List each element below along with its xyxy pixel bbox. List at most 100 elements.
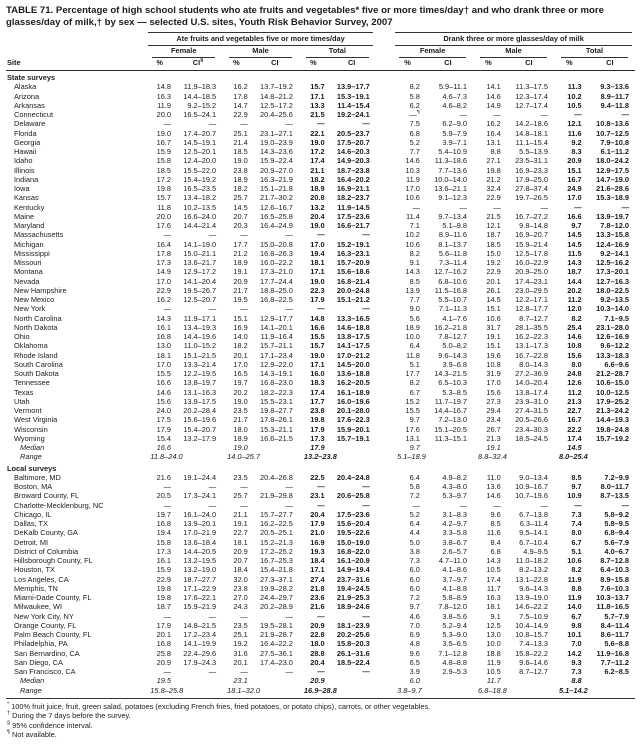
value-cell: 21.5 [486, 211, 501, 221]
value-cell: 13.6 [486, 482, 501, 491]
value-cell: 17.4–20.7 [183, 128, 217, 138]
value-cell: 12.0 [567, 304, 582, 314]
value-cell: 13.3–16.5 [336, 313, 370, 323]
value-cell: 15.6 [567, 350, 582, 360]
column-gap [376, 332, 392, 341]
value-cell: 17.4 [486, 574, 501, 584]
site-cell: Texas [14, 387, 34, 397]
value-cell: 15.7 [310, 341, 325, 351]
value-cell: 17.0 [405, 184, 420, 193]
value-cell: 10.3–13.7 [596, 593, 629, 602]
value-cell: 11.9–14.5 [337, 202, 370, 212]
value-cell: 8.5 [571, 472, 582, 482]
value-cell: 14.8 [310, 313, 325, 323]
value-cell: 15.3–19.1 [336, 91, 370, 101]
value-cell: 16.8 [156, 639, 171, 649]
table-row: Oklahoma 13.0 11.0–15.2 18.2 15.7–21.1 15.7 14… [6, 341, 635, 350]
value-cell: 8.7–13.5 [600, 491, 629, 501]
value-cell: 18.1 [486, 602, 501, 612]
table-row: Wisconsin 17.9 15.4–20.7 18.0 15.3–21.1 17.9 1… [6, 425, 635, 434]
median-row: Median 19.5 23.1 20.9 6.0 11.7 8.8 [6, 676, 635, 685]
table-row: Arkansas 11.9 9.2–15.2 14.7 12.5–17.2 13.3 11.… [6, 101, 635, 110]
value-cell: 8.0 [571, 528, 582, 538]
value-cell: 15.4–21.8 [260, 565, 293, 575]
value-cell: 6.7 [409, 387, 420, 397]
value-cell: 23.8 [310, 406, 325, 415]
value-cell: 16.0–22.9 [515, 258, 548, 267]
value-cell: 15.2–19.1 [336, 239, 370, 249]
site-cell: Rhode Island [14, 350, 58, 360]
value-cell: 16.5–25.8 [260, 211, 293, 221]
value-cell: 14.9 [156, 267, 171, 277]
value-cell: — [317, 667, 325, 676]
value-cell: 23.5 [233, 620, 248, 630]
value-cell: 15.1–21.2 [336, 295, 370, 304]
value-cell: 8.2–13.2 [519, 565, 548, 575]
value-cell: 7.1–12.8 [438, 648, 468, 658]
value-cell: 17.1 [310, 267, 325, 277]
site-cell: San Francisco, CA [14, 667, 76, 676]
site-cell: DeKalb County, GA [14, 528, 78, 538]
sex-header-female: Female [392, 46, 473, 58]
value-cell: 20.4–25.6 [260, 110, 293, 119]
value-cell: 14.2–18.6 [515, 119, 548, 129]
value-cell: 17.7 [310, 396, 325, 406]
value-cell: 14.5 [233, 202, 248, 212]
value-cell: 15.0–21.1 [183, 248, 217, 258]
value-cell: 8.7–12.7 [519, 313, 548, 323]
value-cell: 15.2 [405, 396, 420, 406]
value-cell: 25.7 [233, 491, 248, 501]
table-row: North Dakota 16.1 13.4–19.3 16.9 14.1–20.1 16… [6, 323, 635, 332]
range-value-cell: 6.8–18.8 [478, 685, 507, 695]
column-gap [376, 639, 392, 648]
site-cell: Los Angeles, CA [14, 574, 69, 584]
table-row: Georgia 16.7 14.5–19.1 21.4 19.0–23.9 19.0 17.… [6, 138, 635, 147]
site-column-header: Site [6, 32, 146, 71]
value-cell: 21.3 [567, 396, 582, 406]
value-cell: 9.3–13.6 [600, 82, 629, 92]
percent-column-header: % [553, 58, 585, 71]
value-cell: 17.4 [310, 387, 325, 397]
value-cell: 11.8–16.5 [596, 602, 629, 612]
value-cell: 15.0–19.0 [336, 537, 370, 547]
value-cell: 7.8–12.0 [600, 221, 629, 230]
value-cell: 16.9–21.1 [336, 184, 370, 193]
value-cell: 23.8 [233, 165, 248, 175]
value-cell: 19.2 [486, 258, 501, 267]
value-cell: 21.0 [310, 528, 325, 538]
value-cell: 17.9 [156, 620, 171, 630]
value-cell: 7.1–9.5 [604, 313, 629, 323]
value-cell: 5.2 [409, 509, 420, 519]
value-cell: 12.6 [567, 378, 582, 388]
value-cell: 16.4 [486, 128, 501, 138]
value-cell: 11.9–18.3 [183, 82, 217, 92]
value-cell: — [163, 500, 171, 510]
site-cell: Georgia [14, 137, 41, 147]
value-cell: 25.4 [567, 322, 582, 332]
range-value-cell: 16.9–28.8 [303, 685, 337, 695]
table-row: Miami-Dade County, FL 19.8 17.6–22.1 27.0 24… [6, 593, 635, 602]
value-cell: 15.1–21.8 [260, 184, 293, 193]
value-cell: 9.6 [409, 648, 420, 658]
value-cell: 19.8 [156, 184, 171, 193]
table-row: Hawaii 15.9 12.5–20.1 18.5 14.3–23.6 17.2 14.6… [6, 147, 635, 156]
value-cell: 20.0 [156, 110, 171, 119]
table-row: San Francisco, CA — — — — — — 3.9 2.9–5.3 10.5 8.7… [6, 667, 635, 676]
value-cell: 18.2 [233, 184, 248, 193]
table-row: San Diego, CA 20.9 17.9–24.3 20.1 17.4–23.0 2… [6, 658, 635, 667]
value-cell: 8.5 [490, 519, 501, 528]
value-cell: 11.8 [157, 202, 171, 212]
value-cell: — [493, 500, 501, 510]
table-row: Vermont 24.0 20.2–28.4 23.5 19.8–27.7 23.8 20.… [6, 406, 635, 415]
value-cell: 19.0–23.9 [260, 137, 293, 147]
value-cell: 27.1 [486, 156, 501, 166]
value-cell: 8.4–11.4 [600, 620, 629, 630]
value-cell: 12.5–17.8 [515, 248, 548, 258]
value-cell: 10.7–19.6 [515, 491, 548, 501]
value-cell: 20.2–28.9 [260, 602, 293, 612]
value-cell: 4.9–8.2 [442, 472, 468, 482]
value-cell: — [362, 119, 370, 129]
section-header-row: State surveys [6, 71, 635, 83]
value-cell: 6.8 [409, 128, 420, 138]
value-cell: 13.8–17.4 [515, 387, 548, 397]
